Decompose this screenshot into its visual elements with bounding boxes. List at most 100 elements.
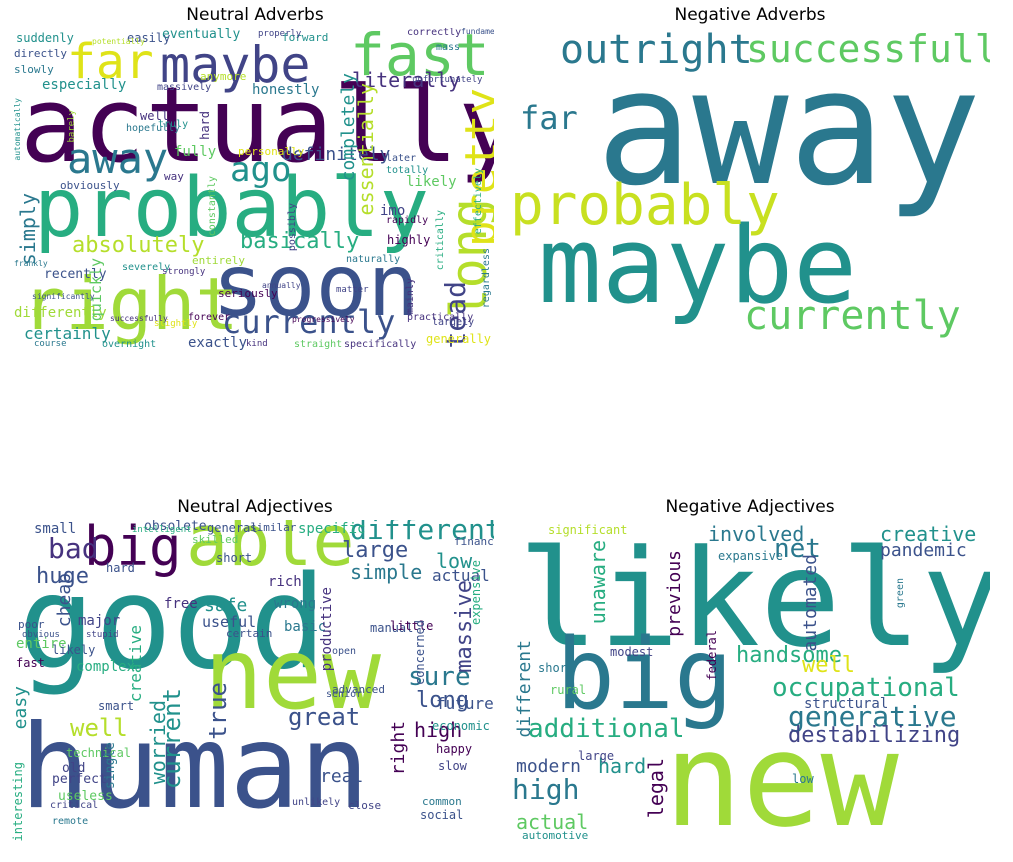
word-fundamentally: fundamentally <box>461 28 494 36</box>
word-potentially: potentially <box>92 37 145 46</box>
word-great: great <box>288 703 361 731</box>
word-well: well <box>802 653 855 678</box>
word-matter: matter <box>336 285 369 295</box>
word-maybe: maybe <box>538 204 858 327</box>
word-definitely: definitely <box>282 144 391 165</box>
word-stupid: stupid <box>86 630 119 640</box>
word-largely: largely <box>432 317 475 328</box>
word-complex: complex <box>76 659 136 675</box>
word-poor: poor <box>18 618 45 631</box>
word-critically: critically <box>435 210 446 271</box>
word-frankly: frankly <box>14 259 48 268</box>
word-obviously: obviously <box>60 179 120 192</box>
word-way: way <box>164 170 184 183</box>
word-severely: severely <box>122 262 171 273</box>
word-likely: likely <box>52 643 96 657</box>
word-similar: similar <box>250 521 297 534</box>
word-likely: likely <box>406 174 457 190</box>
word-expensive: expensive <box>469 560 483 626</box>
word-legal: legal <box>644 758 668 819</box>
word-new: new <box>204 618 382 732</box>
word-advanced: advanced <box>332 683 385 696</box>
panel-title-negative-adjectives: Negative Adjectives <box>665 497 835 517</box>
word-strongly: strongly <box>162 267 206 277</box>
word-useful: useful <box>202 613 257 631</box>
word-effectively: effectively <box>473 168 484 235</box>
word-overnight: overnight <box>102 339 157 350</box>
word-especially: especially <box>42 77 127 93</box>
word-general: general <box>207 521 258 535</box>
word-destabilizing: destabilizing <box>788 723 961 748</box>
word-right: right <box>22 262 239 346</box>
word-directly: directly <box>14 47 67 60</box>
word-specific: specific <box>298 521 366 537</box>
word-manual: manual <box>370 621 414 635</box>
word-simply: simply <box>16 193 40 266</box>
word-anymore: anymore <box>200 70 247 83</box>
word-massively: massively <box>157 82 212 93</box>
word-well: well <box>140 109 169 123</box>
word-away: away <box>67 134 169 183</box>
word-fast: fast <box>16 656 45 670</box>
word-huge: huge <box>36 564 89 589</box>
word-constantly: constantly <box>207 176 218 237</box>
word-wrong: wrong <box>274 596 317 612</box>
word-high: high <box>414 718 463 742</box>
word-basically: basically <box>240 229 360 254</box>
word-possibly: possibly <box>287 203 298 252</box>
word-automated: automated <box>800 554 821 652</box>
word-rural: rural <box>550 683 587 697</box>
word-free: free <box>164 596 198 612</box>
word-unfortunately: unfortunately <box>412 75 483 85</box>
word-absolutely: absolutely <box>72 233 205 258</box>
word-big: big <box>556 618 734 732</box>
word-kind: kind <box>246 339 268 349</box>
word-properly: properly <box>258 29 302 39</box>
word-entirely: entirely <box>192 254 245 267</box>
word-differently: differently <box>14 305 107 321</box>
word-involved: involved <box>708 522 805 546</box>
word-well: well <box>70 714 128 742</box>
word-federal: federal <box>705 630 719 681</box>
word-naturally: naturally <box>346 254 401 265</box>
word-major: major <box>78 613 121 629</box>
word-concerned: concerned <box>413 620 427 686</box>
word-single: single <box>103 742 118 789</box>
word-handsome: handsome <box>736 643 842 668</box>
word-expansive: expansive <box>718 549 784 563</box>
word-open: open <box>332 646 357 657</box>
word-pandemic: pandemic <box>880 540 967 561</box>
word-technical: technical <box>66 746 132 760</box>
word-future: future <box>436 694 494 713</box>
word-perfect: perfect <box>52 772 107 787</box>
word-actual: actual <box>432 566 490 585</box>
word-previous: previous <box>664 550 685 637</box>
word-generative: generative <box>788 700 957 733</box>
word-successfully: successfully <box>746 28 990 71</box>
word-unlikely: unlikely <box>292 797 341 808</box>
word-unaware: unaware <box>586 540 610 625</box>
word-imo: imo <box>380 203 406 219</box>
word-correctly: correctly <box>407 28 462 38</box>
word-likely: likely <box>518 521 990 677</box>
word-safe: safe <box>204 595 248 616</box>
word-net: net <box>774 534 821 564</box>
word-suddenly: suddenly <box>16 31 74 45</box>
word-short: short <box>216 551 253 565</box>
word-different: different <box>514 640 535 738</box>
word-certain: certain <box>226 627 273 640</box>
word-new: new <box>664 704 899 842</box>
word-slow: slow <box>438 759 467 773</box>
word-maybe: maybe <box>160 36 311 94</box>
word-easily: easily <box>127 31 171 45</box>
word-true: true <box>204 682 232 740</box>
word-barely: barely <box>67 110 77 143</box>
word-actually: actually <box>20 64 494 186</box>
word-essentially: essentially <box>354 83 378 216</box>
word-cloud-negative-adjectives: likely new big net occupational generative add… <box>508 520 990 842</box>
word-bad: bad <box>48 532 99 565</box>
word-far: far <box>67 34 154 90</box>
word-low: low <box>792 772 814 786</box>
word-interesting: interesting <box>12 762 25 842</box>
